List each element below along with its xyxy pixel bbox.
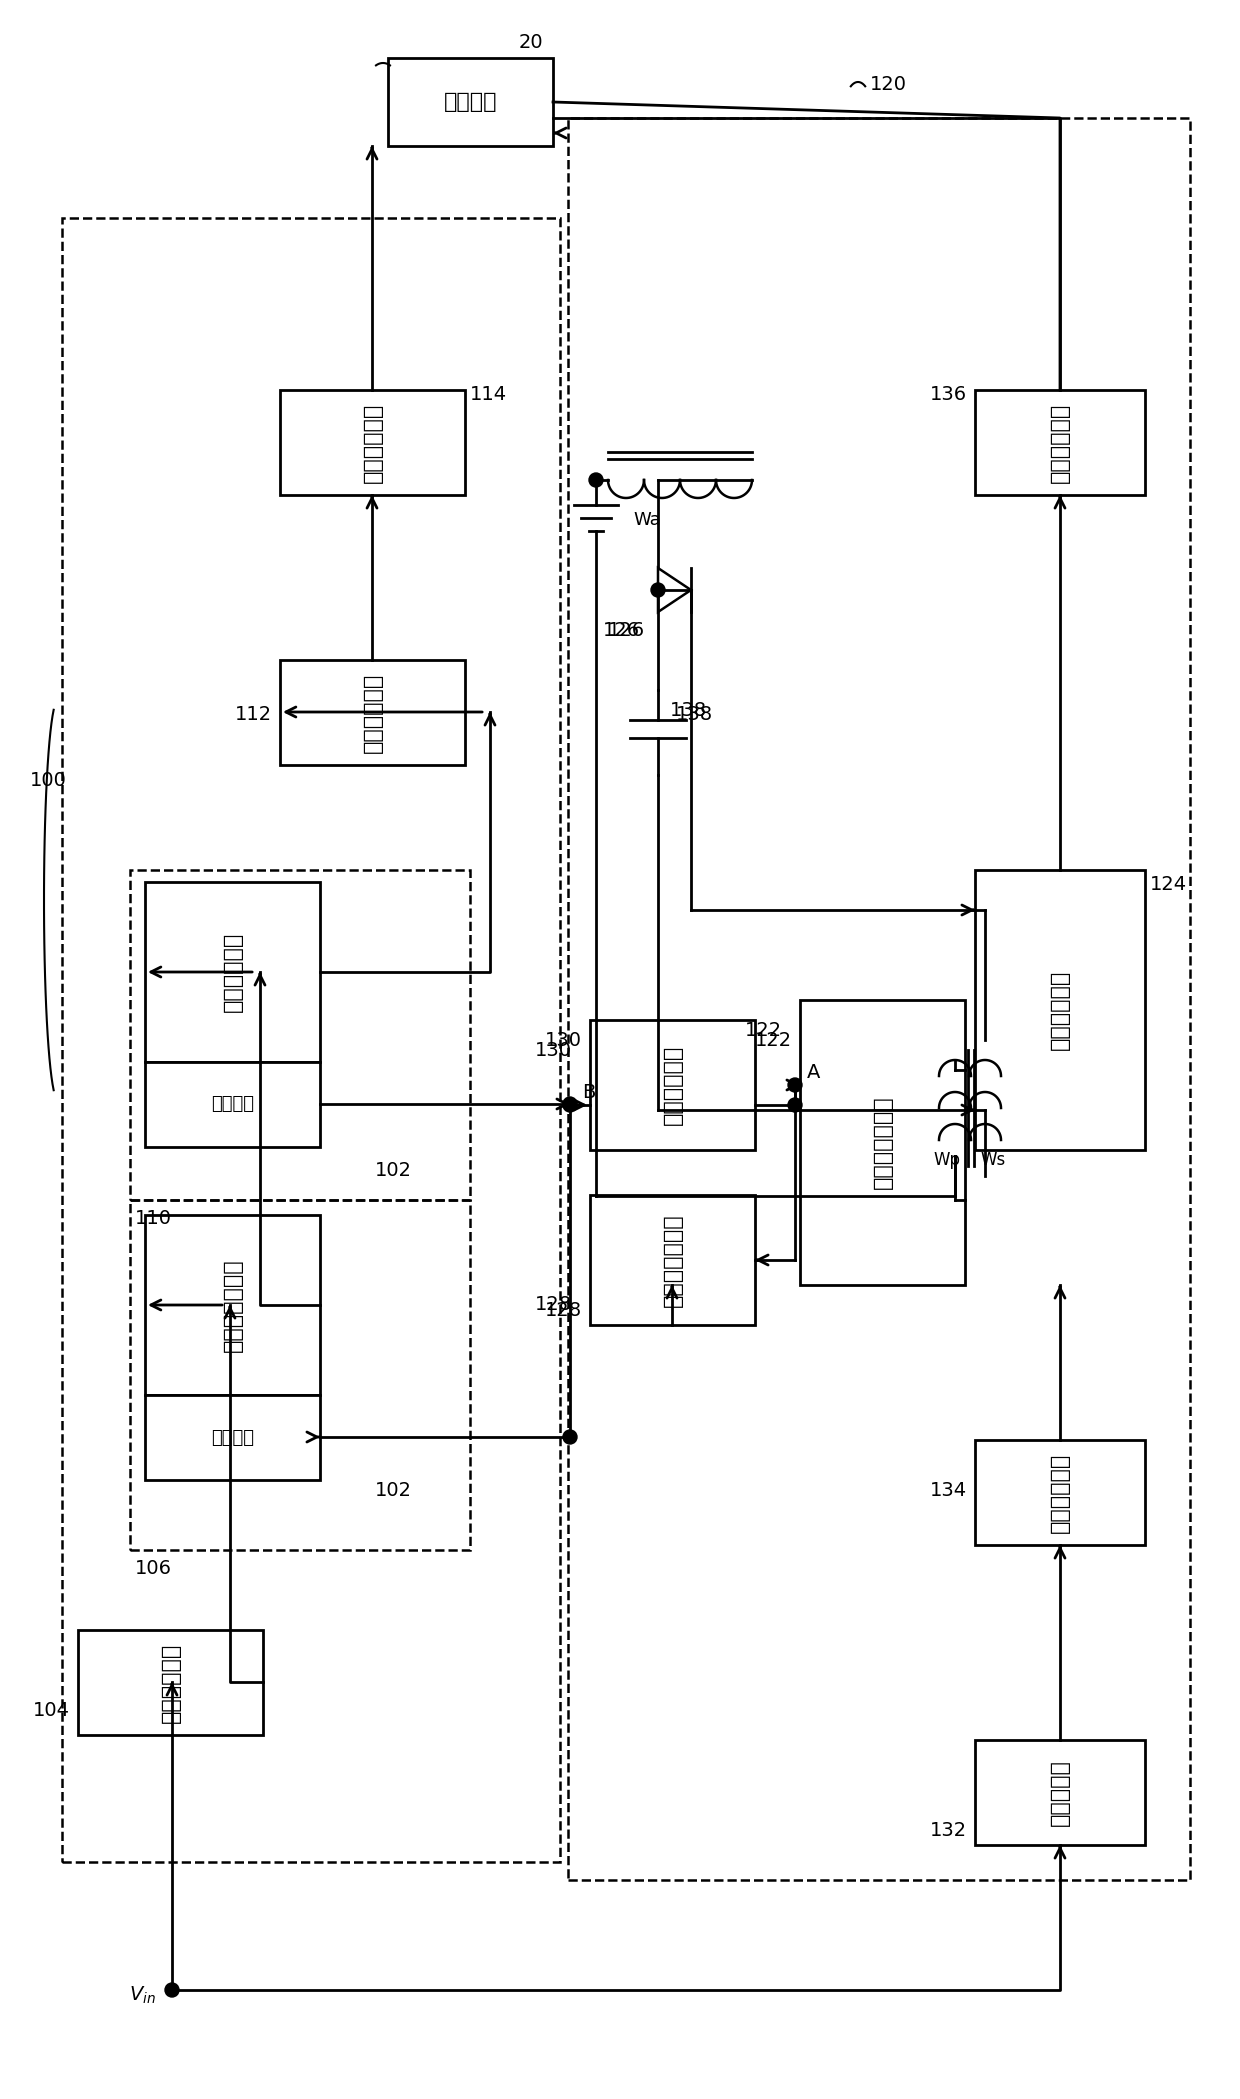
Text: 120: 120	[870, 76, 906, 94]
Text: 主电源转换器: 主电源转换器	[222, 932, 243, 1012]
Text: 微控制器: 微控制器	[211, 1429, 254, 1446]
Bar	[78, 1631, 263, 1736]
Text: 138: 138	[676, 705, 713, 724]
Text: 102: 102	[374, 1161, 412, 1180]
Text: Ws: Ws	[981, 1150, 1006, 1169]
Bar	[388, 59, 553, 147]
Text: 134: 134	[930, 1480, 967, 1499]
Text: 112: 112	[234, 705, 272, 724]
Bar	[975, 390, 1145, 495]
Text: 电子装置: 电子装置	[444, 92, 497, 111]
Circle shape	[563, 1098, 577, 1110]
Text: 132: 132	[930, 1820, 967, 1839]
Bar	[800, 999, 965, 1285]
Bar	[975, 869, 1145, 1150]
Text: 104: 104	[33, 1700, 69, 1719]
Bar	[145, 1062, 320, 1146]
Text: 待机电源控制器: 待机电源控制器	[662, 1213, 682, 1308]
Text: 102: 102	[374, 1480, 412, 1499]
Circle shape	[589, 472, 603, 487]
Bar	[568, 118, 1190, 1881]
Bar	[62, 218, 560, 1862]
Circle shape	[165, 1984, 179, 1996]
Text: Wp: Wp	[934, 1150, 961, 1169]
Text: 待机电源转换器: 待机电源转换器	[873, 1096, 893, 1190]
Text: 微控制器: 微控制器	[211, 1096, 254, 1112]
Text: 输入级滤波器: 输入级滤波器	[1050, 1453, 1070, 1532]
Text: 100: 100	[30, 770, 67, 789]
Bar	[590, 1194, 755, 1324]
Text: 122: 122	[745, 1020, 782, 1039]
Text: 输出级滤波器: 输出级滤波器	[1050, 403, 1070, 483]
Bar	[280, 390, 465, 495]
Circle shape	[651, 584, 665, 596]
Bar	[975, 1740, 1145, 1845]
Text: B: B	[582, 1083, 595, 1102]
Text: 次级侧滤波器: 次级侧滤波器	[362, 403, 382, 483]
Circle shape	[787, 1079, 802, 1091]
Text: 桥式整流器: 桥式整流器	[1050, 1759, 1070, 1826]
Text: 128: 128	[534, 1295, 572, 1314]
Text: 128: 128	[544, 1301, 582, 1320]
Bar	[145, 882, 320, 1062]
Text: 122: 122	[755, 1031, 792, 1050]
Bar	[130, 869, 470, 1201]
Text: 110: 110	[135, 1209, 172, 1228]
Text: 次级侧整流器: 次级侧整流器	[362, 672, 382, 754]
Circle shape	[787, 1098, 802, 1112]
Bar	[975, 1440, 1145, 1545]
Text: 126: 126	[603, 621, 640, 640]
Text: 20: 20	[518, 34, 543, 52]
Text: 138: 138	[670, 701, 707, 720]
Bar	[590, 1020, 755, 1150]
Text: 124: 124	[1149, 875, 1187, 894]
Text: 106: 106	[135, 1557, 172, 1578]
Text: 第一整流单元: 第一整流单元	[1050, 970, 1070, 1050]
Text: 114: 114	[470, 386, 507, 405]
Bar	[145, 1396, 320, 1480]
Text: 130: 130	[534, 1041, 572, 1060]
Text: 126: 126	[608, 621, 645, 640]
Circle shape	[563, 1098, 577, 1112]
Text: 电压调整单元: 电压调整单元	[662, 1045, 682, 1125]
Text: 初级侧整流器: 初级侧整流器	[160, 1641, 181, 1723]
Text: Wa: Wa	[634, 510, 661, 529]
Bar	[145, 1215, 320, 1396]
Text: A: A	[807, 1064, 821, 1083]
Bar	[130, 1201, 470, 1549]
Text: 136: 136	[930, 386, 967, 405]
Bar	[280, 659, 465, 764]
Text: 130: 130	[546, 1031, 582, 1050]
Text: $V_{in}$: $V_{in}$	[129, 1984, 155, 2007]
Text: 功率因数校正器: 功率因数校正器	[222, 1257, 243, 1352]
Circle shape	[563, 1429, 577, 1444]
